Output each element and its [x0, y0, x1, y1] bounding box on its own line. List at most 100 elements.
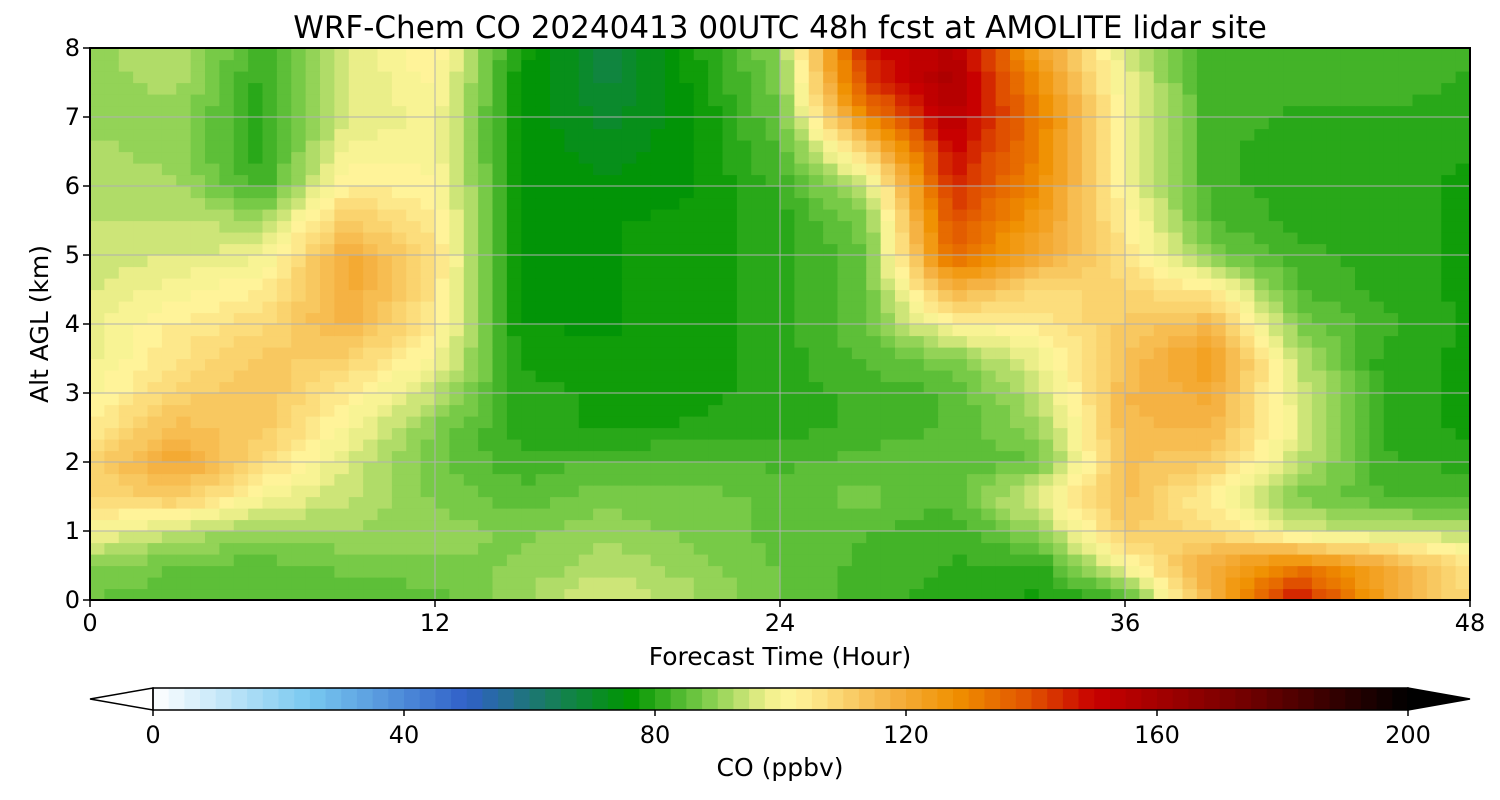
heatmap-cell	[665, 151, 680, 164]
heatmap-cell	[291, 94, 307, 107]
heatmap-cell	[593, 462, 609, 475]
heatmap-cell	[133, 542, 149, 555]
heatmap-cell	[276, 174, 292, 187]
heatmap-cell	[492, 554, 508, 567]
heatmap-cell	[363, 59, 379, 72]
heatmap-cell	[1024, 232, 1040, 245]
heatmap-cell	[463, 554, 479, 567]
heatmap-cell	[593, 531, 609, 544]
heatmap-cell	[1383, 577, 1399, 590]
heatmap-cell	[708, 439, 724, 452]
heatmap-cell	[1369, 289, 1385, 302]
heatmap-cell	[1441, 220, 1457, 233]
heatmap-cell	[1355, 439, 1370, 452]
heatmap-cell	[478, 381, 494, 394]
heatmap-cell	[1196, 255, 1212, 268]
heatmap-cell	[1053, 278, 1069, 291]
heatmap-cell	[492, 82, 508, 95]
heatmap-cell	[291, 48, 307, 61]
heatmap-cell	[938, 94, 954, 107]
heatmap-cell	[837, 508, 853, 521]
heatmap-cell	[1139, 243, 1155, 256]
heatmap-cell	[463, 255, 479, 268]
heatmap-cell	[938, 117, 954, 130]
heatmap-cell	[1455, 473, 1470, 486]
heatmap-cell	[1355, 381, 1370, 394]
heatmap-cell	[578, 197, 594, 210]
heatmap-cell	[176, 117, 192, 130]
heatmap-cell	[550, 324, 565, 337]
heatmap-cell	[1139, 485, 1155, 498]
heatmap-cell	[1412, 186, 1428, 199]
heatmap-cell	[463, 71, 479, 84]
heatmap-cell	[521, 462, 537, 475]
heatmap-cell	[1182, 335, 1198, 348]
heatmap-cell	[1455, 71, 1470, 84]
heatmap-cell	[492, 450, 508, 463]
heatmap-cell	[895, 174, 910, 187]
heatmap-cell	[291, 542, 307, 555]
heatmap-cell	[363, 220, 379, 233]
heatmap-cell	[981, 220, 997, 233]
heatmap-cell	[679, 220, 695, 233]
heatmap-cell	[1254, 105, 1270, 118]
heatmap-cell	[1426, 186, 1442, 199]
heatmap-cell	[1369, 117, 1385, 130]
heatmap-cell	[1196, 197, 1212, 210]
heatmap-cell	[406, 243, 422, 256]
colorbar-segment	[607, 688, 625, 710]
heatmap-cell	[1139, 82, 1155, 95]
heatmap-cell	[923, 496, 939, 509]
heatmap-cell	[305, 174, 321, 187]
colorbar-segment	[560, 688, 578, 710]
heatmap-cell	[578, 347, 594, 360]
heatmap-cell	[248, 197, 264, 210]
heatmap-cell	[291, 577, 307, 590]
heatmap-cell	[248, 94, 264, 107]
heatmap-cell	[1010, 312, 1025, 325]
heatmap-cell	[506, 186, 522, 199]
heatmap-cell	[1268, 393, 1284, 406]
heatmap-cell	[621, 358, 637, 371]
heatmap-cell	[952, 496, 968, 509]
heatmap-cell	[1168, 554, 1184, 567]
heatmap-cell	[952, 289, 968, 302]
heatmap-cell	[650, 439, 666, 452]
chart-title: WRF-Chem CO 20240413 00UTC 48h fcst at A…	[293, 10, 1267, 46]
heatmap-cell	[449, 531, 465, 544]
heatmap-cell	[420, 197, 436, 210]
heatmap-cell	[391, 174, 407, 187]
heatmap-cell	[923, 462, 939, 475]
heatmap-cell	[578, 416, 594, 429]
heatmap-cell	[1455, 588, 1470, 600]
heatmap-cell	[1096, 117, 1112, 130]
heatmap-cell	[248, 462, 264, 475]
heatmap-cell	[90, 105, 105, 118]
heatmap-cell	[851, 312, 867, 325]
heatmap-cell	[708, 220, 724, 233]
heatmap-cell	[665, 232, 680, 245]
heatmap-cell	[348, 485, 364, 498]
heatmap-cell	[320, 347, 335, 360]
heatmap-cell	[1211, 71, 1227, 84]
heatmap-cell	[564, 82, 580, 95]
heatmap-cell	[305, 232, 321, 245]
colorbar-segment	[200, 688, 217, 710]
heatmap-cell	[1053, 381, 1069, 394]
heatmap-cell	[535, 71, 551, 84]
heatmap-cell	[952, 82, 968, 95]
heatmap-cell	[722, 358, 738, 371]
heatmap-cell	[1398, 301, 1414, 314]
heatmap-cell	[851, 450, 867, 463]
heatmap-cell	[90, 393, 105, 406]
heatmap-cell	[262, 151, 278, 164]
heatmap-cell	[751, 519, 767, 532]
heatmap-cell	[118, 174, 134, 187]
heatmap-cell	[348, 335, 364, 348]
heatmap-cell	[104, 473, 120, 486]
heatmap-cell	[1283, 370, 1299, 383]
heatmap-cell	[104, 404, 120, 417]
heatmap-cell	[1211, 335, 1227, 348]
heatmap-cell	[722, 128, 738, 141]
heatmap-cell	[607, 71, 623, 84]
